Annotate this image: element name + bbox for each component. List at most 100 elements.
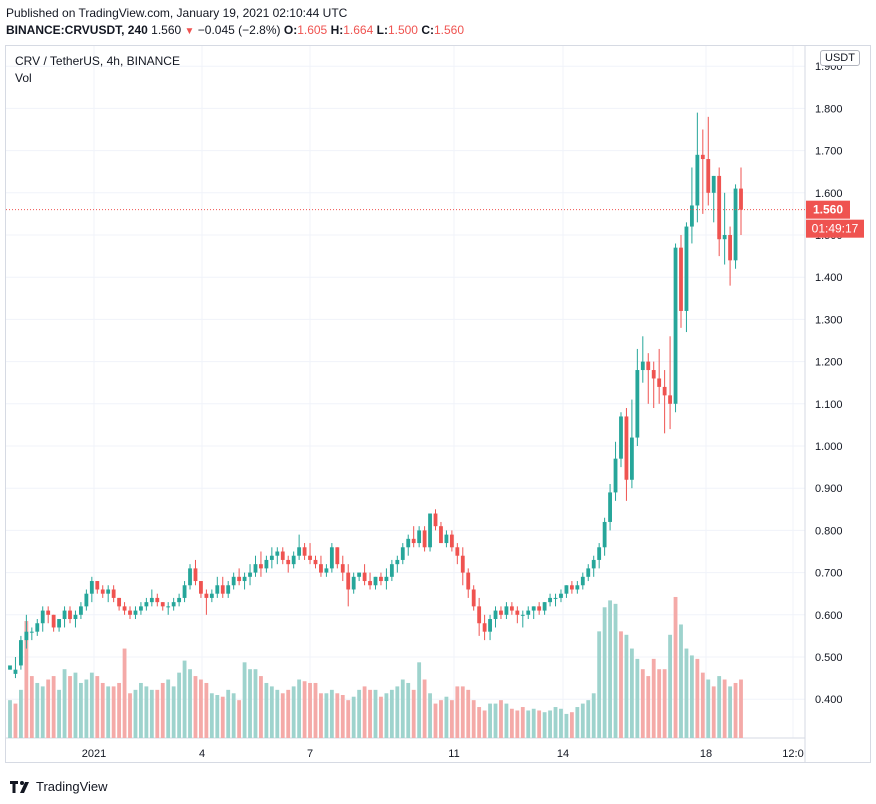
- candle-body[interactable]: [379, 576, 383, 582]
- candle-body[interactable]: [428, 513, 432, 548]
- candle-body[interactable]: [695, 154, 700, 206]
- candle-body[interactable]: [264, 559, 269, 569]
- candle-body[interactable]: [133, 610, 138, 615]
- candle-body[interactable]: [679, 247, 683, 311]
- candle-body[interactable]: [449, 534, 454, 548]
- candle-body[interactable]: [455, 547, 460, 556]
- candle-body[interactable]: [29, 631, 34, 633]
- candle-body[interactable]: [35, 623, 40, 632]
- candle-body[interactable]: [13, 669, 18, 674]
- candle-body[interactable]: [482, 623, 487, 632]
- candle-body[interactable]: [149, 597, 154, 603]
- candle-body[interactable]: [471, 589, 476, 607]
- candle-body[interactable]: [668, 395, 672, 404]
- volume-indicator-label[interactable]: Vol: [15, 71, 32, 85]
- candle-body[interactable]: [739, 188, 743, 210]
- candle-body[interactable]: [700, 154, 705, 160]
- candle-body[interactable]: [711, 175, 716, 193]
- candle-body[interactable]: [569, 585, 574, 590]
- candle-body[interactable]: [155, 597, 160, 603]
- candle-body[interactable]: [204, 593, 209, 598]
- candle-body[interactable]: [586, 568, 591, 577]
- candle-body[interactable]: [422, 530, 427, 548]
- candle-body[interactable]: [651, 370, 656, 379]
- candle-body[interactable]: [226, 585, 231, 594]
- candle-body[interactable]: [520, 614, 525, 616]
- candle-body[interactable]: [559, 593, 563, 598]
- candle-body[interactable]: [629, 437, 634, 480]
- candle-body[interactable]: [346, 572, 351, 590]
- candle-body[interactable]: [400, 547, 405, 560]
- candle-body[interactable]: [8, 665, 12, 670]
- candle-body[interactable]: [488, 619, 492, 632]
- candle-body[interactable]: [613, 458, 618, 493]
- currency-badge[interactable]: USDT: [820, 50, 860, 66]
- candle-body[interactable]: [329, 547, 334, 569]
- candle-body[interactable]: [504, 606, 509, 615]
- candle-body[interactable]: [242, 576, 247, 582]
- candle-body[interactable]: [444, 534, 449, 544]
- candle-body[interactable]: [531, 606, 536, 611]
- candle-body[interactable]: [722, 235, 727, 240]
- last-price-tag[interactable]: [806, 200, 850, 219]
- candle-body[interactable]: [537, 606, 542, 611]
- candle-body[interactable]: [73, 614, 78, 620]
- candle-body[interactable]: [717, 175, 722, 240]
- candle-body[interactable]: [509, 606, 514, 611]
- candle-body[interactable]: [166, 606, 171, 608]
- candle-body[interactable]: [220, 585, 225, 594]
- candle-body[interactable]: [580, 576, 585, 586]
- candle-body[interactable]: [515, 610, 520, 615]
- candle-body[interactable]: [548, 597, 552, 603]
- candle-body[interactable]: [351, 576, 356, 590]
- candle-body[interactable]: [24, 631, 29, 641]
- candle-body[interactable]: [542, 602, 547, 611]
- candle-body[interactable]: [460, 555, 465, 573]
- candle-body[interactable]: [619, 416, 623, 459]
- candle-body[interactable]: [79, 606, 83, 615]
- candle-body[interactable]: [477, 606, 482, 624]
- candle-body[interactable]: [19, 640, 23, 666]
- candle-body[interactable]: [395, 559, 400, 565]
- candle-body[interactable]: [46, 610, 51, 615]
- candle-body[interactable]: [188, 568, 192, 586]
- candle-body[interactable]: [51, 614, 56, 628]
- candle-body[interactable]: [433, 513, 438, 527]
- candle-body[interactable]: [182, 585, 187, 598]
- candle-body[interactable]: [335, 547, 340, 565]
- candle-body[interactable]: [160, 602, 165, 607]
- candle-body[interactable]: [597, 547, 602, 560]
- candle-body[interactable]: [384, 576, 389, 582]
- candle-body[interactable]: [139, 606, 143, 611]
- candle-body[interactable]: [608, 492, 612, 522]
- candle-body[interactable]: [319, 564, 323, 573]
- candle-body[interactable]: [324, 568, 329, 573]
- chart-pane[interactable]: [5, 45, 871, 763]
- candle-body[interactable]: [193, 568, 198, 582]
- candle-body[interactable]: [100, 589, 105, 594]
- candle-body[interactable]: [269, 555, 274, 560]
- candle-body[interactable]: [291, 555, 296, 565]
- candle-body[interactable]: [575, 585, 580, 590]
- candle-body[interactable]: [733, 188, 738, 261]
- candle-body[interactable]: [84, 593, 89, 607]
- candle-body[interactable]: [144, 602, 149, 607]
- candle-body[interactable]: [237, 576, 242, 582]
- candle-body[interactable]: [417, 530, 422, 544]
- candle-body[interactable]: [177, 597, 182, 603]
- candle-body[interactable]: [275, 551, 280, 556]
- candle-body[interactable]: [635, 370, 640, 438]
- candle-body[interactable]: [406, 538, 411, 548]
- candle-body[interactable]: [591, 559, 596, 569]
- candle-body[interactable]: [297, 547, 302, 556]
- candle-body[interactable]: [373, 576, 378, 586]
- candle-body[interactable]: [689, 205, 694, 227]
- candle-body[interactable]: [640, 361, 645, 371]
- candle-body[interactable]: [684, 226, 689, 311]
- candle-body[interactable]: [62, 610, 67, 620]
- candle-body[interactable]: [248, 572, 252, 577]
- candle-body[interactable]: [308, 555, 312, 560]
- candle-body[interactable]: [499, 610, 503, 615]
- candle-body[interactable]: [57, 619, 62, 628]
